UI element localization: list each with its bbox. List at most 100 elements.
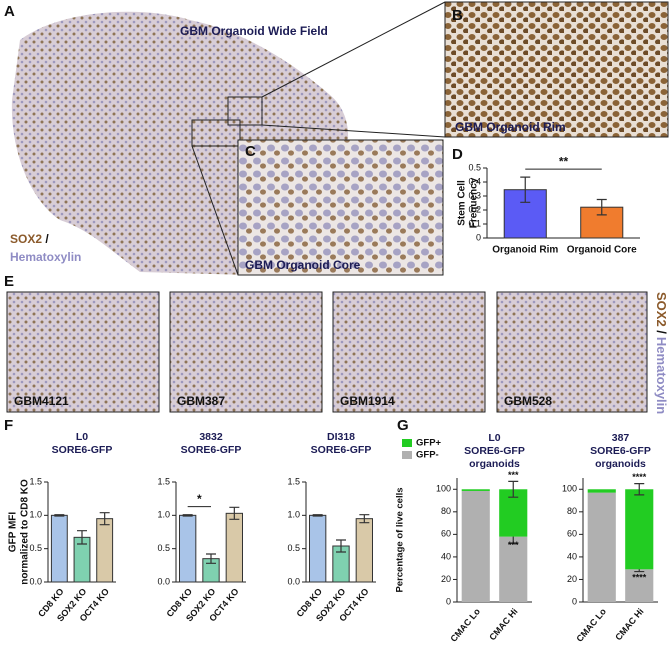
stain-sox2: SOX2 — [10, 232, 42, 246]
stain-hematoxylin: Hematoxylin — [10, 250, 81, 264]
bar — [50, 514, 68, 583]
error-bar — [312, 514, 323, 517]
y-tick-label: 40 — [567, 551, 577, 561]
stain-label: SOX2 / Hematoxylin — [654, 292, 669, 414]
x-tick-label: CMAC Hi — [487, 606, 519, 642]
chart-title: SORE6-GFP — [464, 445, 525, 457]
y-tick-label: 0 — [476, 232, 481, 242]
y-tick-label: 80 — [441, 506, 451, 516]
stain-sep: / — [42, 232, 49, 246]
chart-title: L0 — [76, 431, 88, 443]
bar — [355, 518, 373, 583]
inset-box — [227, 96, 263, 126]
image-title: GBM Organoid Wide Field — [180, 24, 328, 38]
y-tick-label: 100 — [562, 484, 577, 494]
chart-title: SORE6-GFP — [311, 444, 372, 456]
y-tick-label: 0.1 — [468, 218, 481, 228]
connector — [191, 145, 239, 276]
connector — [261, 1, 446, 98]
x-tick-label: CMAC Lo — [448, 606, 482, 644]
panel-label: A — [4, 3, 15, 20]
error-bar — [508, 480, 519, 498]
error-bar — [520, 176, 531, 203]
chart-title: SORE6-GFP — [590, 445, 651, 457]
significance-label: *** — [508, 470, 519, 480]
chart-title: L0 — [488, 432, 500, 444]
y-tick-label: 1.5 — [287, 476, 300, 486]
chart-title: 387 — [612, 432, 630, 444]
chart-title: SORE6-GFP — [52, 444, 113, 456]
error-bar — [54, 514, 65, 517]
x-tick-label: CMAC Lo — [574, 606, 608, 644]
tumor-image — [332, 291, 486, 413]
y-tick-label: 0.0 — [157, 576, 170, 586]
significance-label: ** — [559, 154, 569, 168]
error-bar — [77, 530, 87, 545]
bar — [96, 518, 114, 583]
bar-segment — [461, 489, 490, 491]
y-tick-label: 1.0 — [29, 510, 42, 520]
error-bar — [336, 539, 346, 553]
y-tick-label: 80 — [567, 506, 577, 516]
panel-label: E — [4, 273, 14, 290]
error-bar — [229, 506, 240, 520]
image-caption: GBM Organoid Core — [245, 258, 361, 272]
y-tick-label: 40 — [441, 551, 451, 561]
inset-box — [191, 119, 241, 147]
bar — [225, 512, 244, 583]
chart-title: SORE6-GFP — [181, 444, 242, 456]
y-axis-label: normalized to CD8 KO — [20, 479, 31, 585]
legend-swatch — [402, 439, 412, 447]
image-caption: GBM Organoid Rim — [455, 120, 566, 134]
error-bar — [596, 198, 607, 216]
y-tick-label: 0.2 — [468, 204, 481, 214]
y-axis-label: GFP MFI — [8, 512, 19, 553]
stain-sep: / — [654, 327, 669, 335]
panel-label: D — [452, 146, 463, 163]
tumor-image — [496, 291, 648, 413]
y-tick-label: 1.0 — [157, 510, 170, 520]
tumor-image — [6, 291, 160, 413]
x-tick-label: Organoid Core — [567, 245, 637, 256]
y-tick-label: 0.5 — [287, 543, 300, 553]
bar-segment — [625, 489, 654, 570]
image-caption: GBM528 — [504, 394, 552, 408]
y-axis-label: Percentage of live cells — [395, 487, 406, 592]
image-caption: GBM1914 — [340, 394, 395, 408]
panel-label: G — [397, 417, 409, 434]
legend-label: GFP+ — [416, 438, 442, 449]
error-bar — [359, 514, 370, 524]
error-bar — [99, 512, 110, 526]
error-bar — [634, 483, 645, 496]
bar-segment — [499, 536, 528, 602]
panel-label: B — [452, 7, 463, 24]
x-tick-label: CMAC Hi — [613, 606, 645, 642]
connector — [261, 124, 446, 138]
panel-label: F — [4, 417, 13, 434]
rim-image — [444, 1, 669, 138]
bar — [309, 514, 327, 583]
tumor-image — [169, 291, 323, 413]
error-bar — [206, 553, 216, 564]
y-tick-label: 0.3 — [468, 190, 481, 200]
y-tick-label: 1.0 — [287, 510, 300, 520]
chart-title: DI318 — [327, 431, 355, 443]
core-image — [237, 139, 444, 276]
chart-title: organoids — [469, 458, 520, 470]
chart-title: organoids — [595, 458, 646, 470]
stain-label: SOX2 / — [10, 232, 49, 246]
significance-label: *** — [508, 540, 519, 550]
y-tick-label: 1.5 — [29, 476, 42, 486]
stain-hematoxylin: Hematoxylin — [654, 337, 669, 414]
y-tick-label: 100 — [436, 484, 451, 494]
bar-segment — [587, 489, 616, 493]
y-axis-label: Stem Cell — [457, 180, 468, 226]
y-tick-label: 0.5 — [157, 543, 170, 553]
y-tick-label: 20 — [567, 574, 577, 584]
e-images — [6, 291, 648, 413]
panel-label: C — [245, 143, 256, 160]
image-caption: GBM387 — [177, 394, 225, 408]
y-tick-label: 1.5 — [157, 476, 170, 486]
y-tick-label: 20 — [441, 574, 451, 584]
